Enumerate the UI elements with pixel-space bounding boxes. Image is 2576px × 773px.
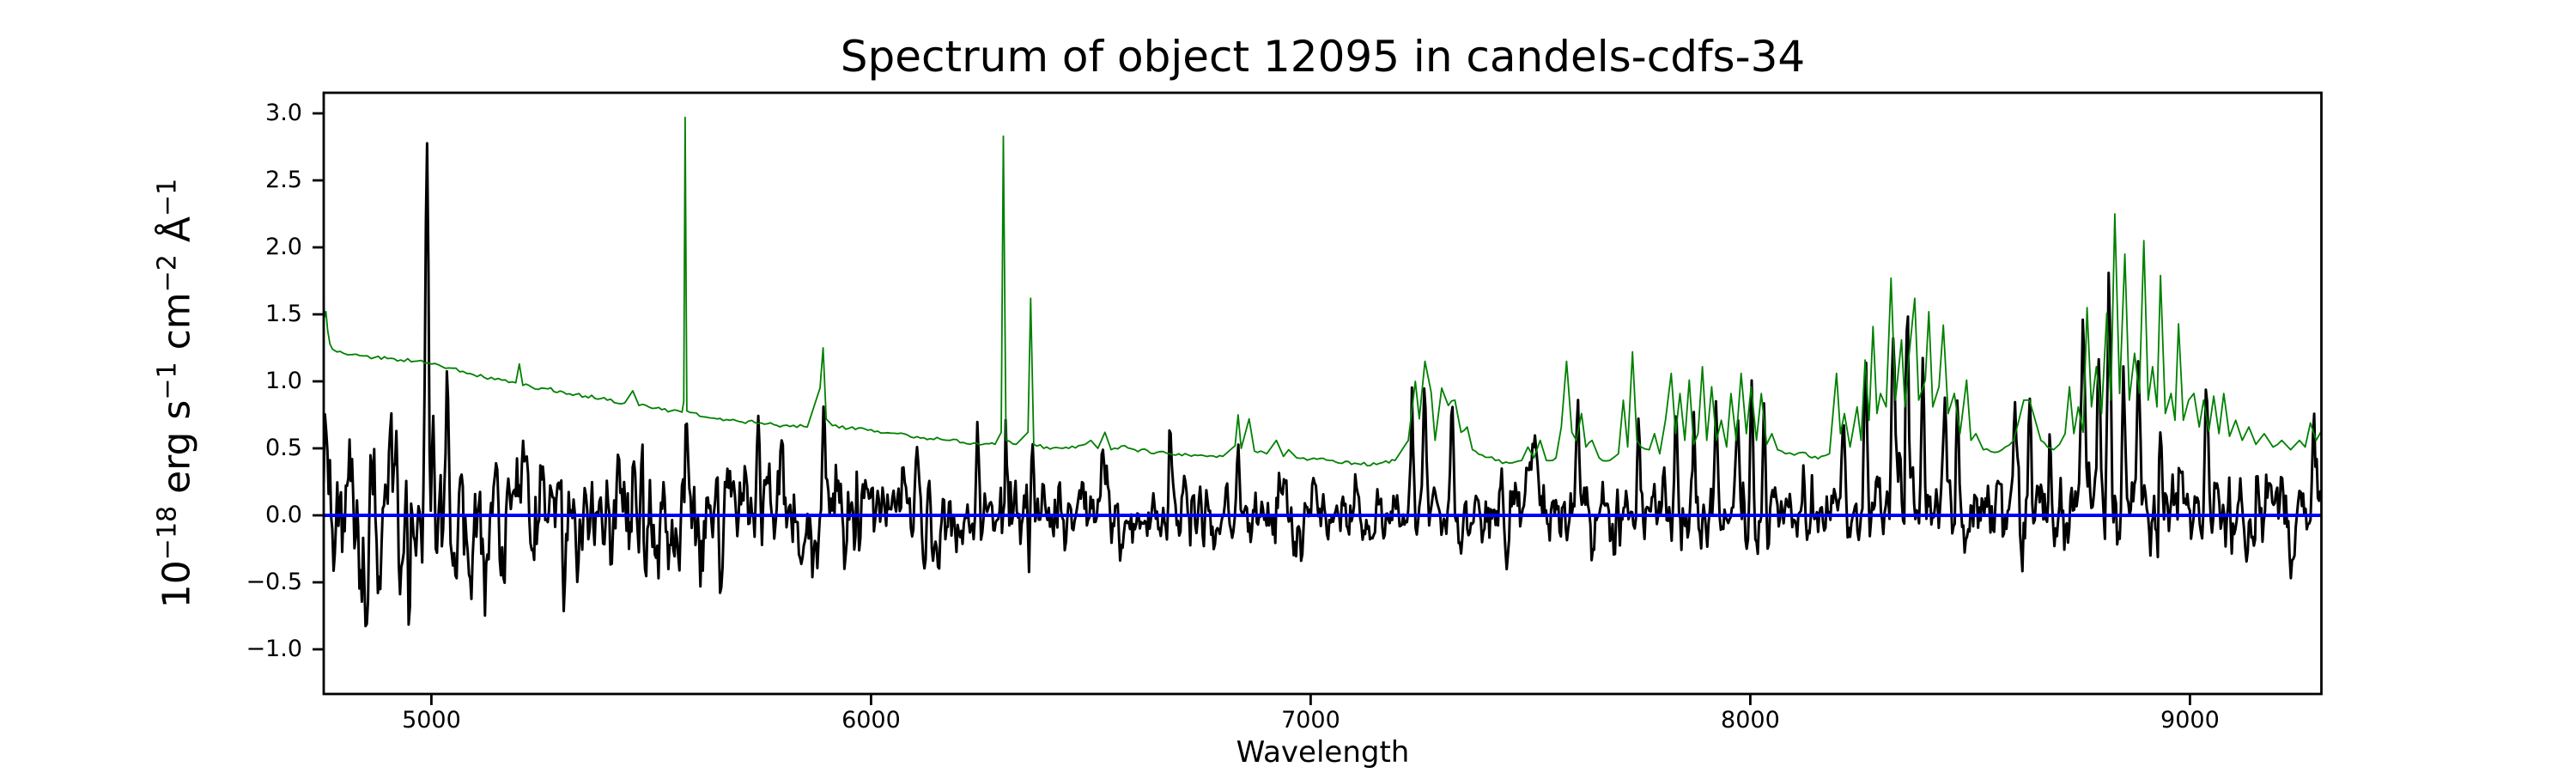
y-tick-label: 2.5: [265, 167, 302, 194]
x-tick-label: 7000: [1281, 707, 1340, 733]
chart-title: Spectrum of object 12095 in candels-cdfs…: [840, 32, 1806, 82]
y-tick-label: −1.0: [246, 636, 302, 663]
y-axis-label-superscript: −2: [152, 254, 183, 293]
y-tick-label: 0.0: [265, 502, 302, 529]
y-axis-label-superscript: −1: [152, 178, 183, 217]
y-tick-label: 2.0: [265, 234, 302, 261]
y-axis-label-superscript: −1: [152, 362, 183, 400]
y-tick-label: 1.5: [265, 301, 302, 328]
flux-line: [324, 142, 2322, 628]
y-tick-label: 0.5: [265, 435, 302, 462]
y-tick-label: 1.0: [265, 368, 302, 395]
y-axis-label-superscript: −18: [152, 505, 183, 561]
error-line: [324, 116, 2322, 467]
x-tick-label: 5000: [402, 707, 461, 733]
y-tick-label: −0.5: [246, 569, 302, 596]
axes-spine: [322, 91, 2323, 696]
x-tick-label: 6000: [841, 707, 901, 733]
data-layer: [324, 116, 2322, 628]
y-tick-label: 3.0: [265, 100, 302, 127]
x-axis-label: Wavelength: [1236, 735, 1410, 770]
x-tick-label: 9000: [2160, 707, 2220, 733]
x-tick-label: 8000: [1721, 707, 1780, 733]
